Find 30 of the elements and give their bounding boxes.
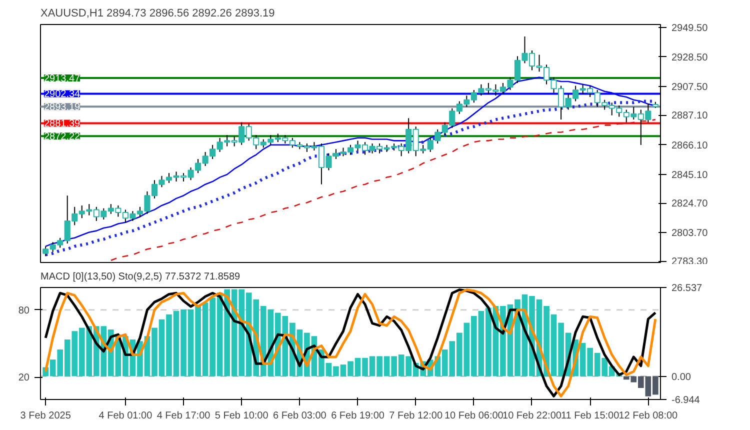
x-tick-label: 7 Feb 12:00 xyxy=(389,410,443,422)
x-tick-label: 5 Feb 10:00 xyxy=(214,410,269,422)
chart-title: XAUUSD,H1 2894.73 2896.56 2892.26 2893.19 xyxy=(40,8,275,20)
x-tick-label: 6 Feb 19:00 xyxy=(331,410,385,422)
y2-tick-label: 80 xyxy=(18,305,30,316)
text: MACD [0](13,50) Sto(9,2,5) 77.5372 71.8589 xyxy=(40,272,241,282)
x-tick-label: 3 Feb 2025 xyxy=(20,410,72,422)
y2-tick-label: 20 xyxy=(18,372,30,384)
ref-line-label: 2902.34 xyxy=(44,89,81,100)
y-tick-label: 2887.10 xyxy=(672,110,708,122)
y-tick-label: 0.00 xyxy=(672,372,692,383)
line-series xyxy=(44,288,657,398)
x-tick-label: 10 Feb 22:00 xyxy=(502,410,562,422)
y-tick-label: 2928.50 xyxy=(672,52,708,64)
x-tick-label: 11 Feb 15:00 xyxy=(560,410,620,422)
ref-line-label: 2881.39 xyxy=(44,118,81,130)
ref-line-label: 2913.47 xyxy=(44,74,81,85)
x-tick-label: 4 Feb 17:00 xyxy=(156,410,211,422)
x-tick-label: 4 Feb 01:00 xyxy=(98,410,153,422)
y-tick-label: 2949.50 xyxy=(672,22,708,34)
y-tick-label: 2866.10 xyxy=(672,140,708,152)
y-tick-label: 2907.50 xyxy=(672,82,708,93)
y-tick-label: 26.537 xyxy=(672,283,703,294)
x-tick-label: 6 Feb 03:00 xyxy=(272,410,327,422)
x-tick-label: 10 Feb 06:00 xyxy=(444,410,504,422)
y-tick-label: -6.944 xyxy=(672,395,700,406)
y-tick-label: 2845.10 xyxy=(672,170,708,181)
y-tick-label: 2824.70 xyxy=(672,198,708,210)
y-tick-label: 2803.70 xyxy=(672,228,708,240)
x-tick-label: 12 Feb 08:00 xyxy=(618,410,678,422)
